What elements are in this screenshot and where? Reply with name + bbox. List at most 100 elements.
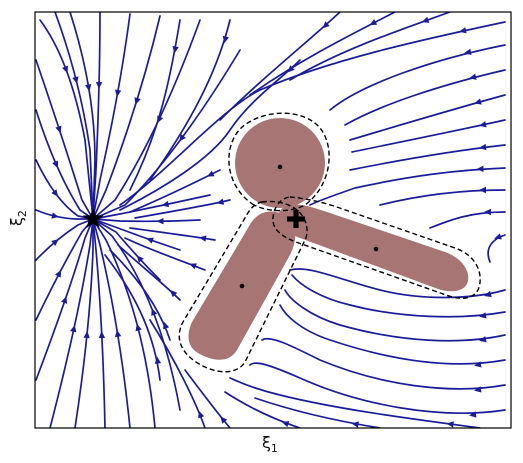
streamline-arrowhead xyxy=(72,76,79,84)
streamline xyxy=(351,119,506,153)
streamline xyxy=(254,397,381,428)
streamline-arrowhead xyxy=(170,290,178,298)
streamline xyxy=(92,15,161,220)
streamline-arrowhead xyxy=(114,329,122,338)
safety-boundaries xyxy=(178,112,481,373)
streamline-arrowhead xyxy=(479,312,487,319)
streamline xyxy=(117,244,181,301)
obstacle-centers xyxy=(239,164,379,289)
streamline xyxy=(279,304,506,365)
streamline xyxy=(69,12,96,220)
streamline-arrowhead xyxy=(134,97,141,105)
streamline xyxy=(104,254,161,381)
streamline-arrowhead xyxy=(322,21,330,29)
streamline-arrowhead xyxy=(85,84,92,92)
streamline-arrowhead xyxy=(157,115,164,124)
streamline xyxy=(54,12,94,220)
streamline-arrowhead xyxy=(154,356,162,364)
obstacles xyxy=(188,118,469,360)
streamline xyxy=(109,249,171,341)
streamline-arrowhead xyxy=(281,421,290,428)
streamline xyxy=(92,218,161,281)
streamline-arrowhead xyxy=(474,361,482,368)
streamline xyxy=(74,218,94,428)
streamline-arrowhead xyxy=(172,46,179,54)
streamline xyxy=(35,218,94,381)
streamline-arrowhead xyxy=(151,308,158,316)
streamline xyxy=(35,159,94,220)
streamline xyxy=(35,109,94,220)
streamline xyxy=(92,194,211,220)
boundary-right xyxy=(272,196,481,299)
streamline xyxy=(349,144,506,171)
streamline-arrowhead xyxy=(469,411,477,418)
streamline xyxy=(35,59,94,220)
streamline xyxy=(35,218,94,261)
streamline xyxy=(309,167,506,206)
streamline-arrowhead xyxy=(189,263,197,270)
streamline-arrowhead xyxy=(206,170,215,177)
streamline xyxy=(249,362,506,414)
streamline-arrowhead xyxy=(62,65,69,74)
streamline xyxy=(379,189,506,206)
streamline xyxy=(129,227,216,241)
streamline xyxy=(344,69,506,126)
streamline-arrowhead xyxy=(216,198,225,205)
y-axis-subscript: 2 xyxy=(16,210,29,217)
streamline-arrowhead xyxy=(479,336,487,343)
streamline-arrowhead xyxy=(474,98,482,105)
streamline xyxy=(249,12,396,96)
streamline-arrowhead xyxy=(459,27,467,34)
y-axis-label: ξ2 xyxy=(7,210,29,226)
streamline-arrowhead xyxy=(484,208,491,216)
streamline-arrowhead xyxy=(70,324,77,333)
center-dot xyxy=(239,283,245,289)
streamline xyxy=(291,274,506,318)
streamline-arrowhead xyxy=(474,386,482,393)
x-axis-subscript: 1 xyxy=(271,442,278,455)
streamline-arrowhead xyxy=(51,239,59,246)
x-axis-label: ξ1 xyxy=(262,433,278,455)
streamline xyxy=(92,12,101,220)
streamline-arrowhead xyxy=(479,121,487,128)
streamline xyxy=(329,44,506,111)
streamline xyxy=(39,19,94,220)
streamline-arrowhead xyxy=(179,134,186,142)
streamline xyxy=(429,211,506,229)
streamline xyxy=(349,94,506,141)
streamline-arrowhead xyxy=(494,233,502,240)
streamline xyxy=(119,59,301,211)
streamline xyxy=(487,234,506,263)
streamline-arrowhead xyxy=(220,416,228,424)
obstacle-arm-right xyxy=(278,204,469,292)
streamline-arrowhead xyxy=(421,16,430,23)
streamline-arrowhead xyxy=(51,189,59,197)
streamline-arrowhead xyxy=(83,331,90,339)
streamline-arrowhead xyxy=(469,73,477,80)
streamline-arrowhead xyxy=(52,160,59,169)
obstacle-circle xyxy=(235,118,325,208)
streamline xyxy=(289,12,451,81)
streamline xyxy=(92,218,131,428)
streamline-arrowhead xyxy=(114,89,122,97)
streamline xyxy=(92,218,181,251)
streamline-arrowhead xyxy=(222,35,229,44)
streamlines xyxy=(35,12,506,428)
streamline xyxy=(92,218,106,428)
streamline-arrowhead xyxy=(55,269,62,278)
plot-area xyxy=(35,12,511,428)
plus-icon xyxy=(287,210,305,228)
streamline xyxy=(284,289,506,342)
streamline-arrowhead xyxy=(351,421,359,428)
center-dot xyxy=(373,246,379,252)
streamline-arrowhead xyxy=(95,81,103,89)
streamline xyxy=(124,237,206,271)
boundary-lower xyxy=(178,200,308,373)
streamline-arrowhead xyxy=(135,323,142,332)
streamline xyxy=(134,199,231,219)
streamline-arrowhead xyxy=(161,200,170,208)
streamline-arrowhead xyxy=(61,296,68,304)
streamline xyxy=(92,13,131,220)
streamline-arrowhead xyxy=(479,186,486,194)
streamline-arrowhead xyxy=(146,237,154,244)
